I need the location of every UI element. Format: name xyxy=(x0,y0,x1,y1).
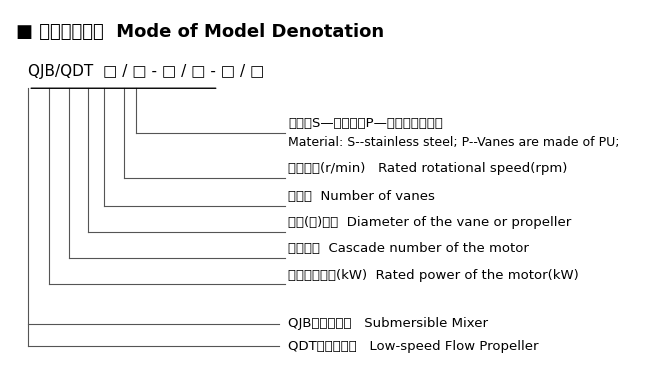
Text: 电机额定功率(kW)  Rated power of the motor(kW): 电机额定功率(kW) Rated power of the motor(kW) xyxy=(288,269,579,282)
Text: 额定转速(r/min)   Rated rotational speed(rpm): 额定转速(r/min) Rated rotational speed(rpm) xyxy=(288,162,567,175)
Text: ■ 型号表示方式  Mode of Model Denotation: ■ 型号表示方式 Mode of Model Denotation xyxy=(16,23,385,41)
Text: 电机级数  Cascade number of the motor: 电机级数 Cascade number of the motor xyxy=(288,243,529,256)
Text: QJB/QDT  □ / □ - □ / □ - □ / □: QJB/QDT □ / □ - □ / □ - □ / □ xyxy=(28,64,265,79)
Text: QDT低速推流器   Low-speed Flow Propeller: QDT低速推流器 Low-speed Flow Propeller xyxy=(288,340,539,353)
Text: 材质：S—不锈鉢；P—叶浆为聚脓脂；: 材质：S—不锈鉢；P—叶浆为聚脓脂； xyxy=(288,117,443,130)
Text: 叶片数  Number of vanes: 叶片数 Number of vanes xyxy=(288,190,435,203)
Text: QJB潜水搅拌机   Submersible Mixer: QJB潜水搅拌机 Submersible Mixer xyxy=(288,317,488,330)
Text: 叶轮(浆)直径  Diameter of the vane or propeller: 叶轮(浆)直径 Diameter of the vane or propelle… xyxy=(288,216,571,229)
Text: Material: S--stainless steel; P--Vanes are made of PU;: Material: S--stainless steel; P--Vanes a… xyxy=(288,136,619,149)
